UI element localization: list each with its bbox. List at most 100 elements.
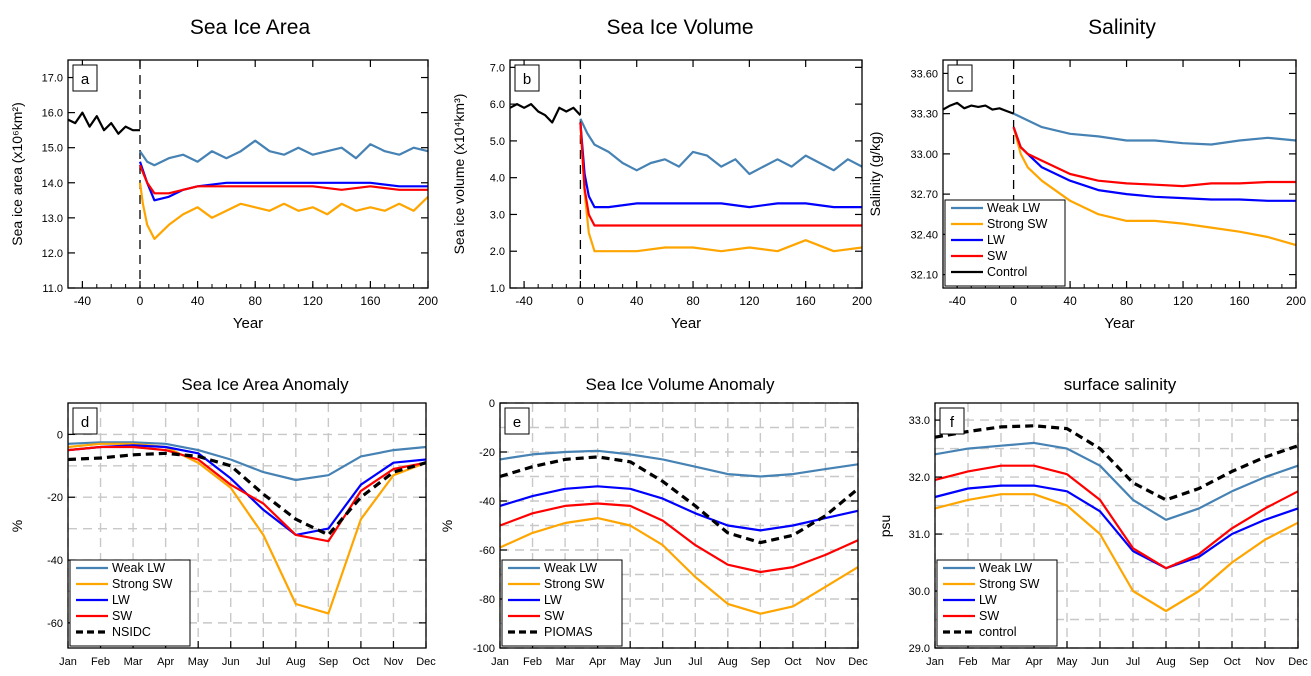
x-tick-label: -40 <box>948 294 966 308</box>
series-line-lw <box>138 161 428 202</box>
y-tick-label: 15.0 <box>42 143 63 155</box>
legend-box <box>944 199 1066 287</box>
y-tick-label: 1.0 <box>490 283 505 295</box>
x-tick-label: Jul <box>1126 656 1140 668</box>
series-line-strong-sw <box>934 493 1299 613</box>
x-tick-label: Jul <box>256 656 270 668</box>
x-tick-label: 0 <box>1010 294 1017 308</box>
y-axis-label: Sea ice volume (x10⁴km³) <box>451 94 467 255</box>
panel-letter: c <box>956 71 964 88</box>
x-tick-label: May <box>188 656 209 668</box>
legend-label: PIOMAS <box>544 625 593 639</box>
panel-letter-box <box>72 64 98 92</box>
y-tick-label: -20 <box>47 492 63 504</box>
legend-box <box>501 559 623 647</box>
x-tick-label: Jan <box>926 656 944 668</box>
panel-b: Sea Ice Volume 1.0 2.0 3.0 4.0 5.0 6.0 7.0 -40 0 4… <box>451 16 872 332</box>
x-tick-label: Dec <box>416 656 436 668</box>
y-tick-label: -100 <box>473 643 495 655</box>
y-axis-label: % <box>9 520 25 532</box>
y-tick-label: 32.0 <box>909 472 930 484</box>
legend-label: SW <box>112 609 132 623</box>
panel-f: surface salinity 29.0 30.0 31.0 32.0 33.0 Jan F… <box>877 375 1308 668</box>
x-tick-label: 0 <box>577 294 584 308</box>
legend-label: Strong SW <box>112 577 173 591</box>
panel-letter: f <box>950 414 955 431</box>
panel-letter-box <box>939 407 965 435</box>
y-tick-label: 0 <box>489 398 495 410</box>
series-line-nsidc <box>67 451 427 537</box>
x-tick-label: 40 <box>191 294 205 308</box>
panel-e: Sea Ice Volume Anomaly -100 -80 -60 -40 -20 0 J… <box>439 375 868 668</box>
series-line-sw <box>67 445 427 543</box>
y-tick-label: 33.60 <box>910 68 938 80</box>
legend-label: Strong SW <box>544 577 605 591</box>
plot-frame <box>67 59 429 289</box>
x-tick-label: Jun <box>1091 656 1109 668</box>
series-line-strong-sw <box>138 182 429 240</box>
y-tick-label: 11.0 <box>42 283 63 295</box>
legend-label: control <box>979 625 1017 639</box>
y-tick-label: 16.0 <box>42 108 63 120</box>
y-tick-label: 31.0 <box>909 529 930 541</box>
series-line-weak-lw <box>499 449 859 478</box>
x-tick-label: Apr <box>157 656 174 668</box>
series-line-strong-sw <box>579 122 863 253</box>
x-tick-label: Aug <box>718 656 738 668</box>
x-tick-label: Oct <box>784 656 801 668</box>
x-tick-label: Sep <box>1189 656 1209 668</box>
x-tick-label: Oct <box>352 656 369 668</box>
plot-frame <box>934 402 1299 649</box>
y-tick-label: 30.0 <box>909 586 930 598</box>
chart-title: Sea Ice Volume <box>606 16 753 39</box>
panel-letter: e <box>513 414 521 431</box>
x-tick-label: -40 <box>515 294 533 308</box>
legend-label: NSIDC <box>112 625 151 639</box>
y-axis-label: Salinity (g/kg) <box>867 132 883 217</box>
y-tick-label: 33.0 <box>909 415 930 427</box>
series-line-weak-lw <box>67 441 427 482</box>
series-line-piomas <box>499 455 860 545</box>
legend-label: LW <box>112 593 130 607</box>
y-tick-label: 17.0 <box>42 73 63 85</box>
x-tick-label: Jul <box>688 656 702 668</box>
x-tick-label: May <box>620 656 641 668</box>
series-line-sw <box>579 122 862 227</box>
y-tick-label: 5.0 <box>490 136 505 148</box>
plot-frame <box>942 59 1297 289</box>
x-tick-label: 200 <box>418 294 438 308</box>
x-tick-label: Sep <box>751 656 771 668</box>
legend: Weak LW Strong SW LW SW Control <box>944 199 1066 287</box>
y-tick-label: 0 <box>57 429 63 441</box>
x-tick-label: Feb <box>959 656 978 668</box>
panel-a: Sea Ice Area 11.0 12.0 13.0 14.0 15.0 16.0 17.0… <box>9 16 438 332</box>
legend-label: Strong SW <box>987 217 1048 231</box>
series-line-lw <box>499 485 859 532</box>
y-axis-label: Sea ice area (x10⁶km²) <box>9 102 25 245</box>
y-tick-label: -20 <box>479 447 495 459</box>
series-line-control <box>67 111 140 135</box>
y-tick-label: -40 <box>47 555 63 567</box>
chart-title: Salinity <box>1088 16 1156 39</box>
legend-label: SW <box>987 249 1007 263</box>
series-line-strong-sw <box>499 517 859 615</box>
series-line-lw <box>934 484 1299 570</box>
y-tick-label: 32.40 <box>910 229 938 241</box>
y-axis-label: psu <box>877 515 893 538</box>
x-tick-label: Aug <box>1156 656 1176 668</box>
legend: Weak LW Strong SW LW SW control <box>936 559 1058 647</box>
legend: Weak LW Strong SW LW SW PIOMAS <box>501 559 623 647</box>
panel-letter-box <box>514 64 540 92</box>
y-tick-label: 12.0 <box>42 248 63 260</box>
legend-label: SW <box>544 609 564 623</box>
y-tick-label: -60 <box>479 545 495 557</box>
x-tick-label: -40 <box>74 294 92 308</box>
series-line-weak-lw <box>139 139 429 167</box>
x-tick-label: Feb <box>91 656 110 668</box>
x-tick-label: Jun <box>222 656 240 668</box>
panel-letter: a <box>81 71 90 88</box>
x-tick-label: 80 <box>1120 294 1134 308</box>
y-tick-label: -80 <box>479 594 495 606</box>
chart-title: Sea Ice Area Anomaly <box>181 375 349 394</box>
